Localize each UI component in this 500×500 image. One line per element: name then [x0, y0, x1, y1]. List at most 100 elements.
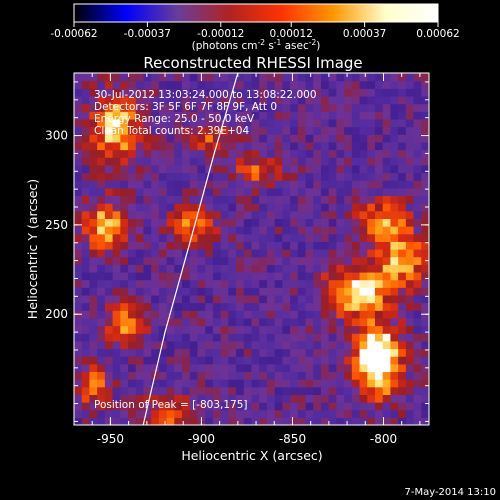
heatmap-cell — [336, 379, 345, 388]
heatmap-cell — [135, 294, 145, 304]
heatmap-cell — [374, 317, 384, 327]
heatmap-cell — [290, 180, 299, 189]
heatmap-cell — [320, 172, 330, 181]
heatmap-cell — [128, 134, 137, 143]
heatmap-cell — [89, 241, 98, 250]
heatmap-cell — [112, 80, 121, 89]
heatmap-cell — [174, 88, 183, 97]
heatmap-cell — [81, 348, 91, 357]
heatmap-cell — [143, 363, 152, 373]
heatmap-cell — [220, 379, 229, 388]
heatmap-cell — [104, 317, 114, 327]
heatmap-cell — [390, 302, 399, 311]
heatmap-cell — [359, 187, 368, 197]
heatmap-cell — [359, 164, 368, 174]
heatmap-cell — [81, 134, 91, 143]
heatmap-cell — [112, 271, 121, 281]
heatmap-cell — [290, 394, 299, 403]
heatmap-cell — [220, 80, 229, 89]
heatmap-cell — [297, 379, 307, 388]
heatmap-cell — [274, 95, 283, 105]
heatmap-cell — [74, 157, 83, 166]
heatmap-cell — [297, 172, 307, 181]
heatmap-cell — [282, 134, 291, 143]
heatmap-cell — [274, 271, 283, 281]
heatmap-cell — [290, 310, 299, 319]
heatmap-cell — [320, 264, 330, 273]
heatmap-cell — [151, 195, 160, 204]
heatmap-cell — [297, 356, 307, 365]
heatmap-cell — [81, 271, 91, 281]
heatmap-cell — [320, 317, 330, 327]
heatmap-cell — [120, 294, 129, 304]
heatmap-cell — [158, 141, 168, 151]
heatmap-cell — [182, 256, 191, 265]
heatmap-cell — [405, 402, 415, 411]
heatmap-cell — [197, 187, 206, 197]
heatmap-cell — [212, 88, 222, 97]
heatmap-cell — [112, 172, 121, 181]
heatmap-cell — [305, 103, 314, 112]
heatmap-cell — [336, 118, 345, 128]
heatmap-cell — [336, 256, 345, 265]
heatmap-cell — [212, 340, 222, 350]
heatmap-cell — [274, 118, 283, 128]
heatmap-cell — [328, 417, 337, 425]
heatmap-cell — [243, 302, 253, 311]
heatmap-cell — [405, 310, 415, 319]
heatmap-cell — [398, 95, 407, 105]
heatmap-cell — [174, 317, 183, 327]
heatmap-cell — [120, 409, 129, 418]
heatmap-cell — [74, 333, 83, 342]
heatmap-cell — [290, 333, 299, 342]
heatmap-cell — [197, 157, 206, 166]
heatmap-cell — [189, 333, 199, 342]
heatmap-cell — [259, 417, 268, 425]
heatmap-cell — [390, 80, 399, 89]
heatmap-cell — [274, 195, 283, 204]
heatmap-cell — [143, 325, 152, 334]
heatmap-cell — [413, 95, 422, 105]
heatmap-cell — [274, 233, 283, 242]
heatmap-cell — [182, 241, 191, 250]
heatmap-cell — [367, 287, 376, 296]
heatmap-cell — [174, 210, 183, 219]
heatmap-cell — [313, 333, 322, 342]
heatmap-cell — [189, 249, 199, 258]
heatmap-cell — [74, 241, 83, 250]
heatmap-cell — [212, 271, 222, 281]
heatmap-cell — [259, 180, 268, 189]
heatmap-cell — [374, 271, 384, 281]
heatmap-cell — [305, 203, 314, 212]
heatmap-cell — [290, 241, 299, 250]
heatmap-cell — [128, 279, 137, 288]
heatmap-cell — [421, 264, 429, 273]
heatmap-cell — [158, 325, 168, 334]
heatmap-cell — [359, 180, 368, 189]
heatmap-cell — [81, 233, 91, 242]
heatmap-cell — [413, 164, 422, 174]
heatmap-cell — [328, 363, 337, 373]
heatmap-cell — [120, 172, 129, 181]
heatmap-cell — [297, 256, 307, 265]
heatmap-cell — [243, 271, 253, 281]
heatmap-cell — [305, 95, 314, 105]
heatmap-cell — [266, 371, 276, 380]
heatmap-cell — [158, 417, 168, 425]
heatmap-cell — [336, 164, 345, 174]
heatmap-cell — [143, 371, 152, 380]
heatmap-cell — [344, 103, 353, 112]
heatmap-cell — [182, 317, 191, 327]
observation-annotations: 30-Jul-2012 13:03:24.000 to 13:08:22.000… — [94, 89, 317, 137]
heatmap-cell — [374, 187, 384, 197]
heatmap-cell — [236, 363, 245, 373]
heatmap-cell — [266, 317, 276, 327]
heatmap-cell — [413, 264, 422, 273]
heatmap-cell — [143, 164, 152, 174]
heatmap-cell — [351, 226, 361, 235]
heatmap-cell — [421, 134, 429, 143]
heatmap-cell — [351, 141, 361, 151]
heatmap-cell — [74, 88, 83, 97]
heatmap-cell — [243, 149, 253, 158]
heatmap-cell — [128, 356, 137, 365]
